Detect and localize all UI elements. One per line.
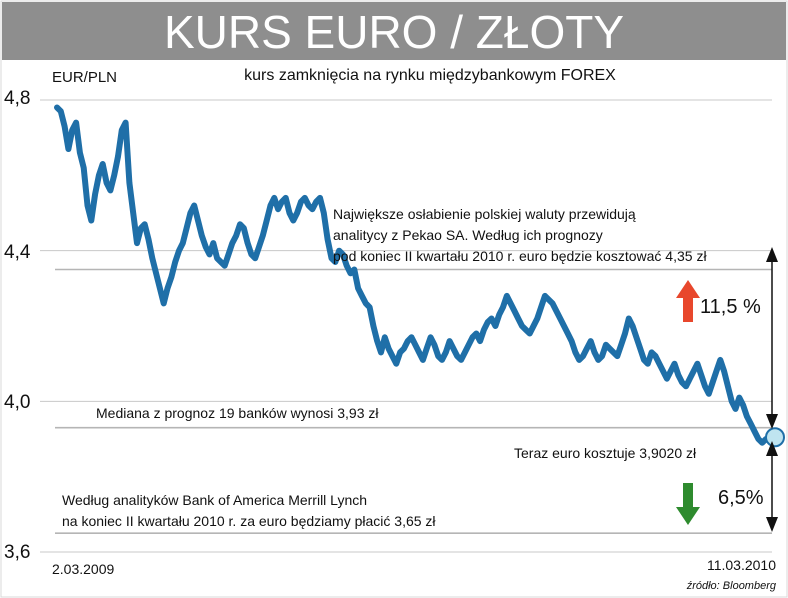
boa-annotation-line1: Według analityków Bank of America Merril… [62,492,367,508]
grid-lines [40,99,772,553]
title-banner [2,2,786,60]
down-change-label: 6,5% [718,487,764,509]
pekao-annotation-line3: pod koniec II kwartału 2010 r. euro będz… [333,248,707,264]
eur-pln-series-line [54,104,769,446]
chart-subtitle: kurs zamknięcia na rynku międzybankowym … [244,67,616,84]
up-arrow-icon [676,280,700,322]
y-tick-label: 4,0 [4,392,30,413]
y-tick-label: 4,4 [4,242,31,263]
y-tick-labels: 4,8 4,4 4,0 3,6 [4,88,31,563]
up-change-label: 11,5 % [700,296,761,318]
median-annotation: Mediana z prognoz 19 banków wynosi 3,93 … [96,405,379,421]
current-value-annotation: Teraz euro kosztuje 3,9020 zł [514,445,697,461]
range-arrows [766,247,778,532]
current-value-marker [765,427,785,448]
y-tick-label: 3,6 [4,542,30,563]
x-start-label: 2.03.2009 [52,561,114,577]
source-label: źródło: Bloomberg [686,580,777,592]
boa-annotation-line2: na koniec II kwartału 2010 r. za euro bę… [62,513,436,529]
pekao-annotation-line1: Największe osłabienie polskiej waluty pr… [333,206,636,222]
chart-title: KURS EURO / ZŁOTY [164,6,624,58]
lower-range-arrowhead-bottom [766,517,778,532]
upper-range-arrowhead-top [766,247,778,262]
y-axis-label: EUR/PLN [52,69,117,86]
upper-range-arrowhead-bottom [766,414,778,429]
lower-range-arrowhead-top [766,441,778,456]
pekao-annotation-line2: analitycy z Pekao SA. Według ich prognoz… [333,227,603,243]
down-arrow-icon [676,483,700,525]
y-tick-label: 4,8 [4,88,30,109]
x-end-label: 11.03.2010 [707,557,776,573]
